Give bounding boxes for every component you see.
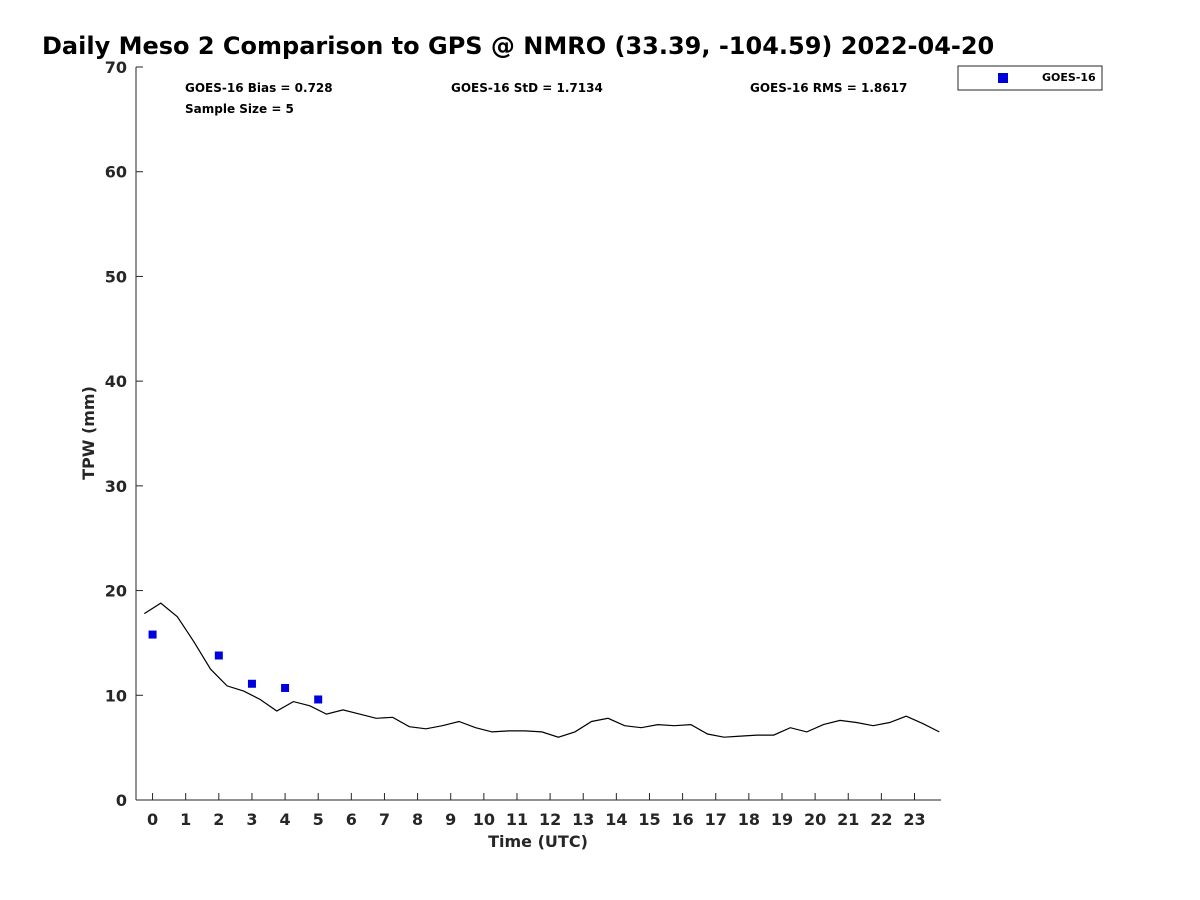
x-tick-label: 17	[705, 810, 727, 829]
x-tick-label: 20	[804, 810, 826, 829]
y-axis-ticks: 0 10 20 30 40 50 60 70	[105, 58, 143, 810]
stat-rms: GOES-16 RMS = 1.8617	[750, 81, 907, 95]
x-tick-label: 14	[605, 810, 627, 829]
gps-line	[143, 602, 940, 738]
x-tick-label: 16	[671, 810, 693, 829]
y-tick-label: 40	[105, 372, 127, 391]
x-tick-label: 4	[280, 810, 291, 829]
x-tick-label: 10	[473, 810, 495, 829]
goes-16-point	[281, 683, 290, 692]
series-layer	[143, 602, 940, 738]
y-tick-label: 50	[105, 267, 127, 286]
x-tick-label: 18	[738, 810, 760, 829]
legend-marker-goes-16	[998, 73, 1008, 83]
y-axis-label: TPW (mm)	[79, 386, 98, 480]
stat-bias: GOES-16 Bias = 0.728	[185, 81, 333, 95]
chart-title: Daily Meso 2 Comparison to GPS @ NMRO (3…	[42, 32, 994, 60]
x-tick-label: 0	[147, 810, 158, 829]
x-tick-label: 21	[837, 810, 859, 829]
stat-sample-size: Sample Size = 5	[185, 102, 294, 116]
x-axis-label: Time (UTC)	[488, 832, 588, 851]
x-tick-label: 23	[903, 810, 925, 829]
goes-16-point	[314, 695, 323, 704]
legend: GOES-16	[957, 65, 1103, 91]
x-tick-label: 5	[313, 810, 324, 829]
x-tick-label: 8	[412, 810, 423, 829]
x-tick-label: 9	[445, 810, 456, 829]
x-tick-label: 7	[379, 810, 390, 829]
legend-label-goes-16: GOES-16	[1042, 71, 1096, 84]
x-tick-label: 15	[638, 810, 660, 829]
stats-annotations: GOES-16 Bias = 0.728 Sample Size = 5 GOE…	[185, 81, 907, 116]
y-tick-label: 30	[105, 477, 127, 496]
x-tick-label: 13	[572, 810, 594, 829]
x-axis-ticks: 0 1 2 3 4 5 6 7 8 9 10 11 12 13 14 15 16 17 18 19 20 21 22 23	[147, 793, 926, 829]
goes-16-point	[148, 630, 157, 639]
x-tick-label: 22	[870, 810, 892, 829]
y-tick-label: 0	[116, 791, 127, 810]
stat-std: GOES-16 StD = 1.7134	[451, 81, 603, 95]
y-tick-label: 10	[105, 686, 127, 705]
x-tick-label: 3	[246, 810, 257, 829]
legend-box	[957, 65, 1103, 91]
y-tick-label: 20	[105, 582, 127, 601]
y-tick-label: 70	[105, 58, 127, 77]
x-tick-label: 1	[180, 810, 191, 829]
x-tick-label: 11	[506, 810, 528, 829]
x-tick-label: 6	[346, 810, 357, 829]
x-tick-label: 12	[539, 810, 561, 829]
y-tick-label: 60	[105, 163, 127, 182]
goes-16-point	[214, 651, 223, 660]
x-tick-label: 2	[213, 810, 224, 829]
x-tick-label: 19	[771, 810, 793, 829]
goes-16-point	[247, 679, 256, 688]
